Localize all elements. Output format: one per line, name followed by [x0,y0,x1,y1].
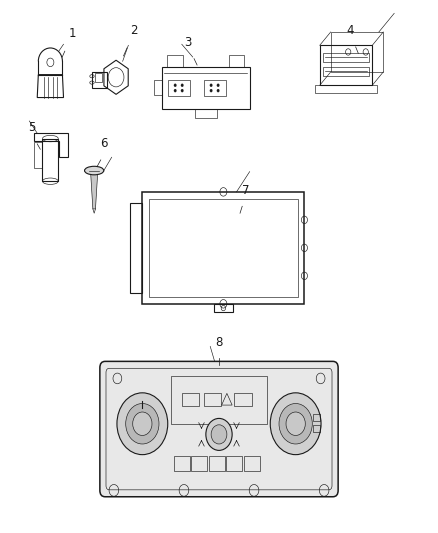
Bar [234,393,252,406]
Ellipse shape [85,166,104,175]
Circle shape [181,89,184,92]
Bar [226,456,242,471]
Circle shape [270,393,321,455]
Bar [209,456,225,471]
Bar [168,80,190,96]
Circle shape [126,403,159,444]
Circle shape [211,425,227,444]
Circle shape [210,84,212,87]
Bar [315,85,377,93]
Bar [130,203,142,293]
Bar [313,425,320,432]
Bar [167,55,183,67]
Bar [204,80,226,96]
Text: 3: 3 [185,36,192,49]
Text: 8: 8 [215,336,223,349]
Circle shape [286,412,305,435]
Circle shape [117,393,168,455]
Bar [174,456,190,471]
Circle shape [279,403,312,444]
Bar [149,199,298,297]
Bar [229,55,244,67]
Bar [154,80,162,95]
Bar [323,53,369,62]
Circle shape [174,84,177,87]
Polygon shape [91,173,98,209]
Text: 4: 4 [346,25,354,37]
Text: 1: 1 [68,27,76,40]
Bar [214,304,233,312]
Bar [42,139,58,181]
FancyBboxPatch shape [100,361,338,497]
Bar [313,414,320,421]
Circle shape [217,84,219,87]
Text: 5: 5 [28,122,35,134]
Circle shape [181,84,184,87]
Bar [191,456,207,471]
Text: 6: 6 [100,138,108,150]
Text: 7: 7 [242,184,250,197]
Circle shape [133,412,152,435]
Circle shape [217,89,219,92]
Circle shape [210,89,212,92]
Circle shape [174,89,177,92]
Bar [171,376,267,424]
Bar [142,192,304,304]
Bar [195,109,217,118]
Bar [162,67,250,109]
Bar [204,393,221,406]
Bar [244,456,260,471]
Text: 2: 2 [130,25,138,37]
Bar [182,393,199,406]
Bar [323,67,369,76]
Circle shape [206,418,232,450]
